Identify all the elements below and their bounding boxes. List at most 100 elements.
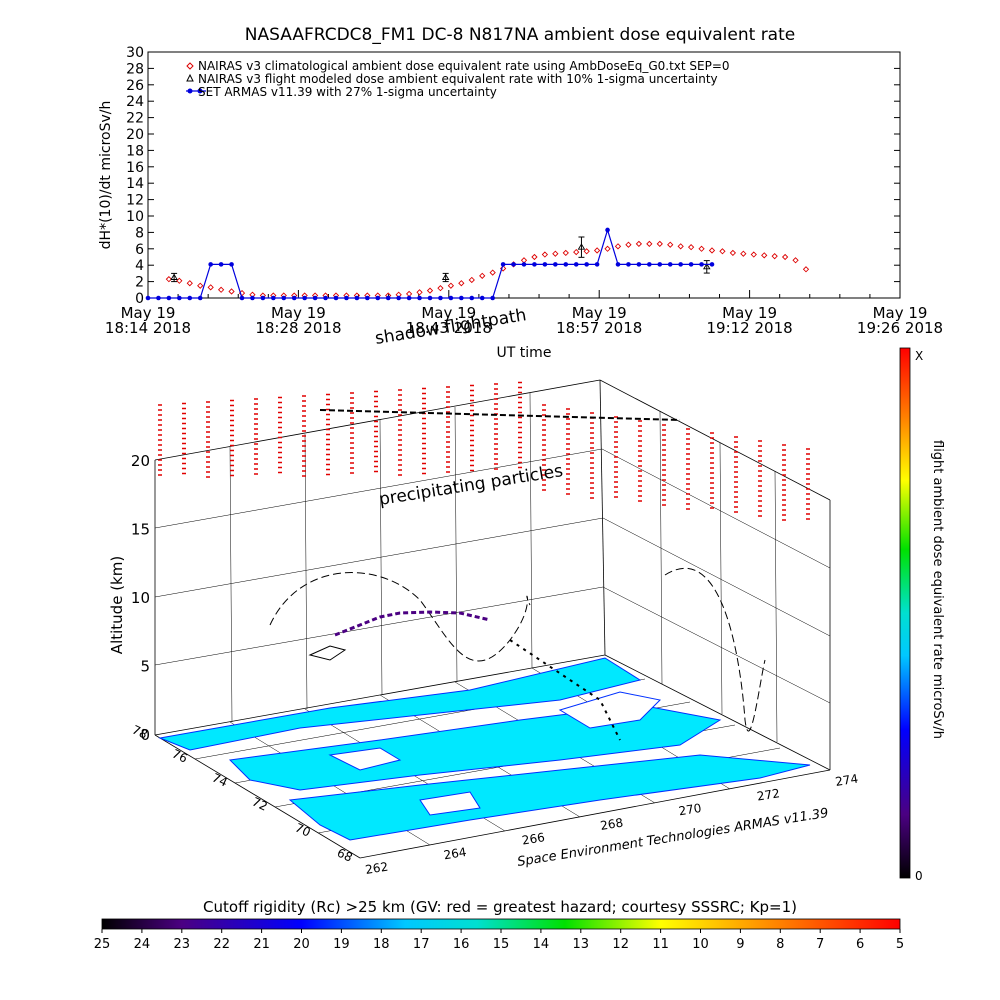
dose-y-tick-label: 4 (135, 258, 144, 274)
nairas-flight-point (441, 273, 450, 280)
legend-nairas-clim: NAIRAS v3 climatological ambient dose eq… (198, 59, 730, 73)
rigidity-tick-label: 10 (692, 937, 709, 952)
altitude-ticks: 0 5 10 15 20 (131, 452, 150, 744)
armas-point (197, 295, 203, 301)
dose-y-tick-label: 24 (126, 94, 144, 110)
dose-x-tick-time: 18:43 2018 (406, 319, 492, 337)
dose-x-axis-label: UT time (497, 345, 552, 361)
armas-point (647, 262, 652, 267)
nairas-clim-point (761, 252, 768, 259)
dose-y-axis-label: dH*(10)/dt microSv/h (98, 101, 114, 250)
nairas-clim-point (165, 276, 173, 283)
nairas-clim-point (687, 244, 695, 251)
rigidity-tick-label: 19 (333, 937, 350, 952)
armas-point (438, 295, 443, 301)
armas-point (553, 262, 558, 267)
nairas-clim-point (416, 289, 423, 296)
dose-y-tick-label: 0 (135, 291, 144, 307)
rigidity-tick-label: 16 (453, 937, 470, 952)
latitude-tick-label: 78 (130, 723, 150, 742)
armas-point (385, 295, 391, 301)
armas-point (166, 295, 172, 301)
dose-y-tick-label: 26 (126, 78, 144, 94)
latitude-tick-label: 76 (170, 747, 190, 766)
longitude-tick-label: 274 (834, 772, 859, 789)
nairas-clim-point (698, 245, 705, 252)
nairas-clim-point (771, 253, 778, 260)
rigidity-ticks: 25 24 23 22 21 20 19 18 17 16 15 14 13 12 11 10 9 8 7 6 5 (94, 929, 904, 952)
rigidity-tick-label: 7 (816, 937, 824, 952)
rigidity-colorbar-title: Cutoff rigidity (Rc) >25 km (GV: red = g… (203, 898, 797, 916)
armas-point (312, 295, 318, 301)
altitude-tick-label: 15 (131, 521, 150, 539)
armas-point (323, 295, 328, 301)
nairas-clim-point (750, 251, 757, 258)
nairas-clim-point (207, 284, 214, 291)
dose-y-tick-label: 20 (126, 127, 144, 143)
dose-y-tick-label: 18 (126, 143, 144, 159)
armas-point (406, 295, 412, 301)
nairas-clim-point (646, 240, 653, 248)
nairas-clim-point (573, 248, 580, 256)
rigidity-tick-label: 17 (413, 937, 430, 952)
shadow-flightpath (269, 572, 531, 662)
nairas-clim-point (625, 241, 632, 248)
dose-x-tick-time: 18:14 2018 (105, 319, 191, 337)
dose-colorbar-top: X (915, 349, 923, 363)
armas-point (177, 295, 182, 301)
nairas-clim-point (667, 241, 674, 248)
armas-point (187, 295, 193, 301)
armas-point (709, 262, 715, 267)
nairas-clim-point (656, 240, 663, 248)
armas-point (344, 295, 349, 301)
dose-y-tick-label: 10 (126, 209, 144, 225)
dose-x-tick-date: May 19 (421, 304, 476, 322)
nairas-flight-point (702, 262, 711, 270)
rigidity-colorbar: Cutoff rigidity (Rc) >25 km (GV: red = g… (94, 898, 904, 952)
latitude-tick-label: 74 (210, 771, 230, 790)
nairas-clim-point (186, 280, 193, 287)
nairas-clim-point (729, 249, 737, 257)
dose-series (145, 227, 810, 301)
armas-point (156, 295, 161, 301)
armas-point (281, 295, 287, 301)
rigidity-tick-label: 25 (94, 937, 111, 952)
rigidity-tick-label: 8 (776, 937, 784, 952)
latitude-ticks: 68 70 72 74 76 78 (130, 723, 355, 865)
dose-x-tick-date: May 19 (722, 304, 777, 322)
armas-point (448, 295, 454, 301)
armas-point (354, 295, 360, 301)
armas-point (479, 295, 485, 301)
latitude-tick-label: 68 (335, 846, 355, 865)
dose-y-tick-label: 22 (126, 111, 144, 127)
armas-point (667, 262, 673, 267)
dose-x-tick-date: May 19 (121, 304, 176, 322)
armas-point (396, 295, 401, 301)
nairas-clim-point (531, 253, 538, 261)
longitude-tick-label: 272 (756, 786, 781, 803)
armas-point (469, 295, 475, 301)
nairas-clim-point (520, 257, 528, 264)
nairas-clim-point (593, 247, 601, 254)
legend-triangle-marker (186, 73, 194, 82)
legend-nairas-flight: NAIRAS v3 flight modeled dose ambient eq… (198, 72, 718, 86)
rigidity-tick-label: 22 (213, 937, 230, 952)
altitude-tick-label: 0 (140, 726, 150, 744)
nairas-clim-point (635, 240, 643, 248)
dose-plot-frame (147, 51, 901, 299)
longitude-tick-label: 264 (443, 845, 468, 862)
armas-point (218, 262, 224, 267)
chart-title: NASAAFRCDC8_FM1 DC-8 N817NA ambient dose… (245, 25, 795, 45)
armas-point (636, 262, 642, 267)
longitude-tick-label: 268 (599, 816, 624, 833)
armas-point (365, 295, 370, 301)
dose-x-tick-date: May 19 (873, 304, 928, 322)
rigidity-tick-label: 18 (373, 937, 390, 952)
nairas-clim-point (228, 288, 235, 295)
nairas-clim-point (197, 282, 204, 289)
nairas-clim-point (677, 243, 684, 250)
rigidity-tick-label: 13 (573, 937, 590, 952)
rigidity-tick-label: 23 (174, 937, 191, 952)
